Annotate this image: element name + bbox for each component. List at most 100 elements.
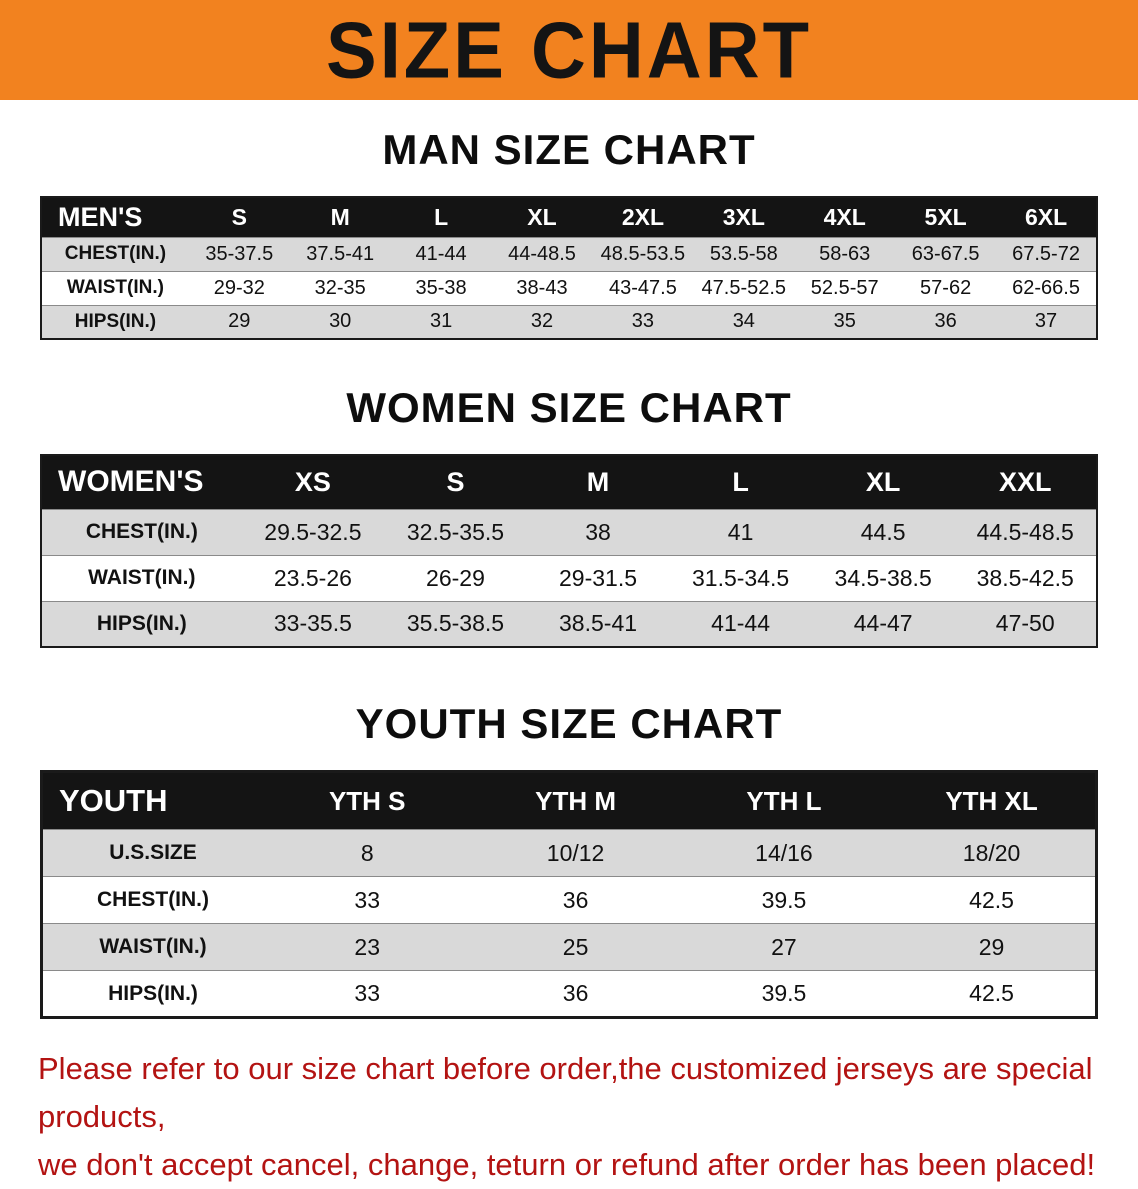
row-label: CHEST(IN.): [41, 876, 264, 924]
size-chart-banner: SIZE CHART: [0, 0, 1138, 100]
man-size-heading: MAN SIZE CHART: [382, 126, 756, 173]
table-cell: 18/20: [888, 829, 1097, 877]
men-size-table: MEN'S S M L XL 2XL 3XL 4XL 5XL 6XL CHEST(IN.) 35-37…: [40, 196, 1098, 340]
table-cell: 43-47.5: [592, 270, 694, 305]
banner-title: SIZE CHART: [326, 5, 812, 95]
youth-size-heading: YOUTH SIZE CHART: [355, 700, 783, 747]
table-row: HIPS(IN.) 33-35.5 35.5-38.5 38.5-41 41-44 44-…: [41, 600, 1097, 647]
table-row: HIPS(IN.) 29 30 31 32 33 34 35 36 37: [41, 304, 1097, 339]
row-label: CHEST(IN.): [41, 508, 242, 555]
column-header: XL: [491, 197, 593, 237]
column-header: L: [669, 455, 812, 509]
table-row: WAIST(IN.) 23.5-26 26-29 29-31.5 31.5-34.5 34…: [41, 554, 1097, 601]
column-header: 5XL: [895, 197, 997, 237]
header-row: YOUTH YTH S YTH M YTH L YTH XL: [41, 771, 1097, 830]
table-cell: 33: [592, 304, 694, 339]
table-cell: 25: [471, 923, 680, 971]
table-cell: 29: [188, 304, 290, 339]
table-cell: 42.5: [888, 876, 1097, 924]
row-label: HIPS(IN.): [41, 304, 189, 339]
table-cell: 41: [669, 508, 812, 555]
table-cell: 14/16: [679, 829, 889, 877]
table-cell: 35: [794, 304, 896, 339]
women-size-heading: WOMEN SIZE CHART: [346, 384, 792, 431]
table-cell: 33: [263, 876, 472, 924]
table-cell: 38: [526, 508, 670, 555]
row-label: WAIST(IN.): [41, 270, 189, 305]
man-size-section: MAN SIZE CHART MEN'S S M L XL 2XL 3XL 4XL 5XL 6XL…: [0, 126, 1138, 340]
women-size-table: WOMEN'S XS S M L XL XXL CHEST(IN.) 29.5-32.5 32.5…: [40, 454, 1098, 648]
column-header: 4XL: [794, 197, 896, 237]
row-label: U.S.SIZE: [41, 829, 264, 877]
table-row: CHEST(IN.) 33 36 39.5 42.5: [41, 876, 1097, 924]
column-header: M: [289, 197, 391, 237]
table-cell: 39.5: [679, 970, 889, 1018]
table-cell: 38-43: [491, 270, 593, 305]
table-cell: 41-44: [669, 600, 812, 647]
table-cell: 52.5-57: [794, 270, 896, 305]
table-cell: 47-50: [954, 600, 1097, 647]
women-size-section: WOMEN SIZE CHART WOMEN'S XS S M L XL XXL CHEST(…: [0, 384, 1138, 648]
table-cell: 34: [693, 304, 795, 339]
header-row: WOMEN'S XS S M L XL XXL: [41, 455, 1097, 509]
table-cell: 37: [996, 304, 1097, 339]
table-cell: 32.5-35.5: [384, 508, 527, 555]
table-row: HIPS(IN.) 33 36 39.5 42.5: [41, 970, 1097, 1018]
table-cell: 29: [888, 923, 1097, 971]
table-cell: 29.5-32.5: [241, 508, 385, 555]
table-title-cell: WOMEN'S: [41, 455, 242, 509]
column-header: YTH XL: [888, 771, 1097, 830]
table-cell: 10/12: [471, 829, 680, 877]
youth-size-table: YOUTH YTH S YTH M YTH L YTH XL U.S.SIZE 8 10/12…: [40, 770, 1098, 1019]
table-title-cell: MEN'S: [41, 197, 189, 237]
disclaimer: Please refer to our size chart before or…: [38, 1045, 1100, 1189]
column-header: XL: [811, 455, 955, 509]
table-cell: 38.5-42.5: [954, 554, 1097, 601]
table-cell: 33-35.5: [241, 600, 385, 647]
disclaimer-line-1: Please refer to our size chart before or…: [38, 1051, 1093, 1135]
disclaimer-line-2: we don't accept cancel, change, teturn o…: [38, 1147, 1096, 1183]
table-cell: 44.5-48.5: [954, 508, 1097, 555]
row-label: WAIST(IN.): [41, 554, 242, 601]
row-label: CHEST(IN.): [41, 236, 189, 271]
table-cell: 35-37.5: [188, 236, 290, 271]
table-cell: 62-66.5: [996, 270, 1097, 305]
column-header: L: [390, 197, 492, 237]
table-cell: 67.5-72: [996, 236, 1097, 271]
table-cell: 8: [263, 829, 472, 877]
table-cell: 58-63: [794, 236, 896, 271]
table-cell: 36: [471, 876, 680, 924]
table-cell: 53.5-58: [693, 236, 795, 271]
table-cell: 47.5-52.5: [693, 270, 795, 305]
table-cell: 26-29: [384, 554, 527, 601]
table-cell: 57-62: [895, 270, 997, 305]
table-cell: 31.5-34.5: [669, 554, 812, 601]
table-cell: 35-38: [390, 270, 492, 305]
column-header: S: [384, 455, 527, 509]
table-cell: 32: [491, 304, 593, 339]
table-cell: 48.5-53.5: [592, 236, 694, 271]
column-header: YTH L: [679, 771, 889, 830]
youth-size-section: YOUTH SIZE CHART YOUTH YTH S YTH M YTH L YTH…: [0, 700, 1138, 1019]
table-cell: 29-31.5: [526, 554, 670, 601]
row-label: HIPS(IN.): [41, 970, 264, 1018]
table-cell: 23: [263, 923, 472, 971]
table-cell: 23.5-26: [241, 554, 385, 601]
row-label: WAIST(IN.): [41, 923, 264, 971]
table-cell: 27: [679, 923, 889, 971]
table-cell: 41-44: [390, 236, 492, 271]
table-cell: 36: [471, 970, 680, 1018]
table-row: WAIST(IN.) 29-32 32-35 35-38 38-43 43-47.5 47.…: [41, 270, 1097, 305]
column-header: M: [526, 455, 670, 509]
table-cell: 34.5-38.5: [811, 554, 955, 601]
column-header: XXL: [954, 455, 1097, 509]
column-header: 3XL: [693, 197, 795, 237]
table-cell: 36: [895, 304, 997, 339]
table-cell: 63-67.5: [895, 236, 997, 271]
column-header: S: [188, 197, 290, 237]
row-label: HIPS(IN.): [41, 600, 242, 647]
column-header: YTH S: [263, 771, 472, 830]
table-cell: 31: [390, 304, 492, 339]
table-cell: 37.5-41: [289, 236, 391, 271]
table-cell: 42.5: [888, 970, 1097, 1018]
